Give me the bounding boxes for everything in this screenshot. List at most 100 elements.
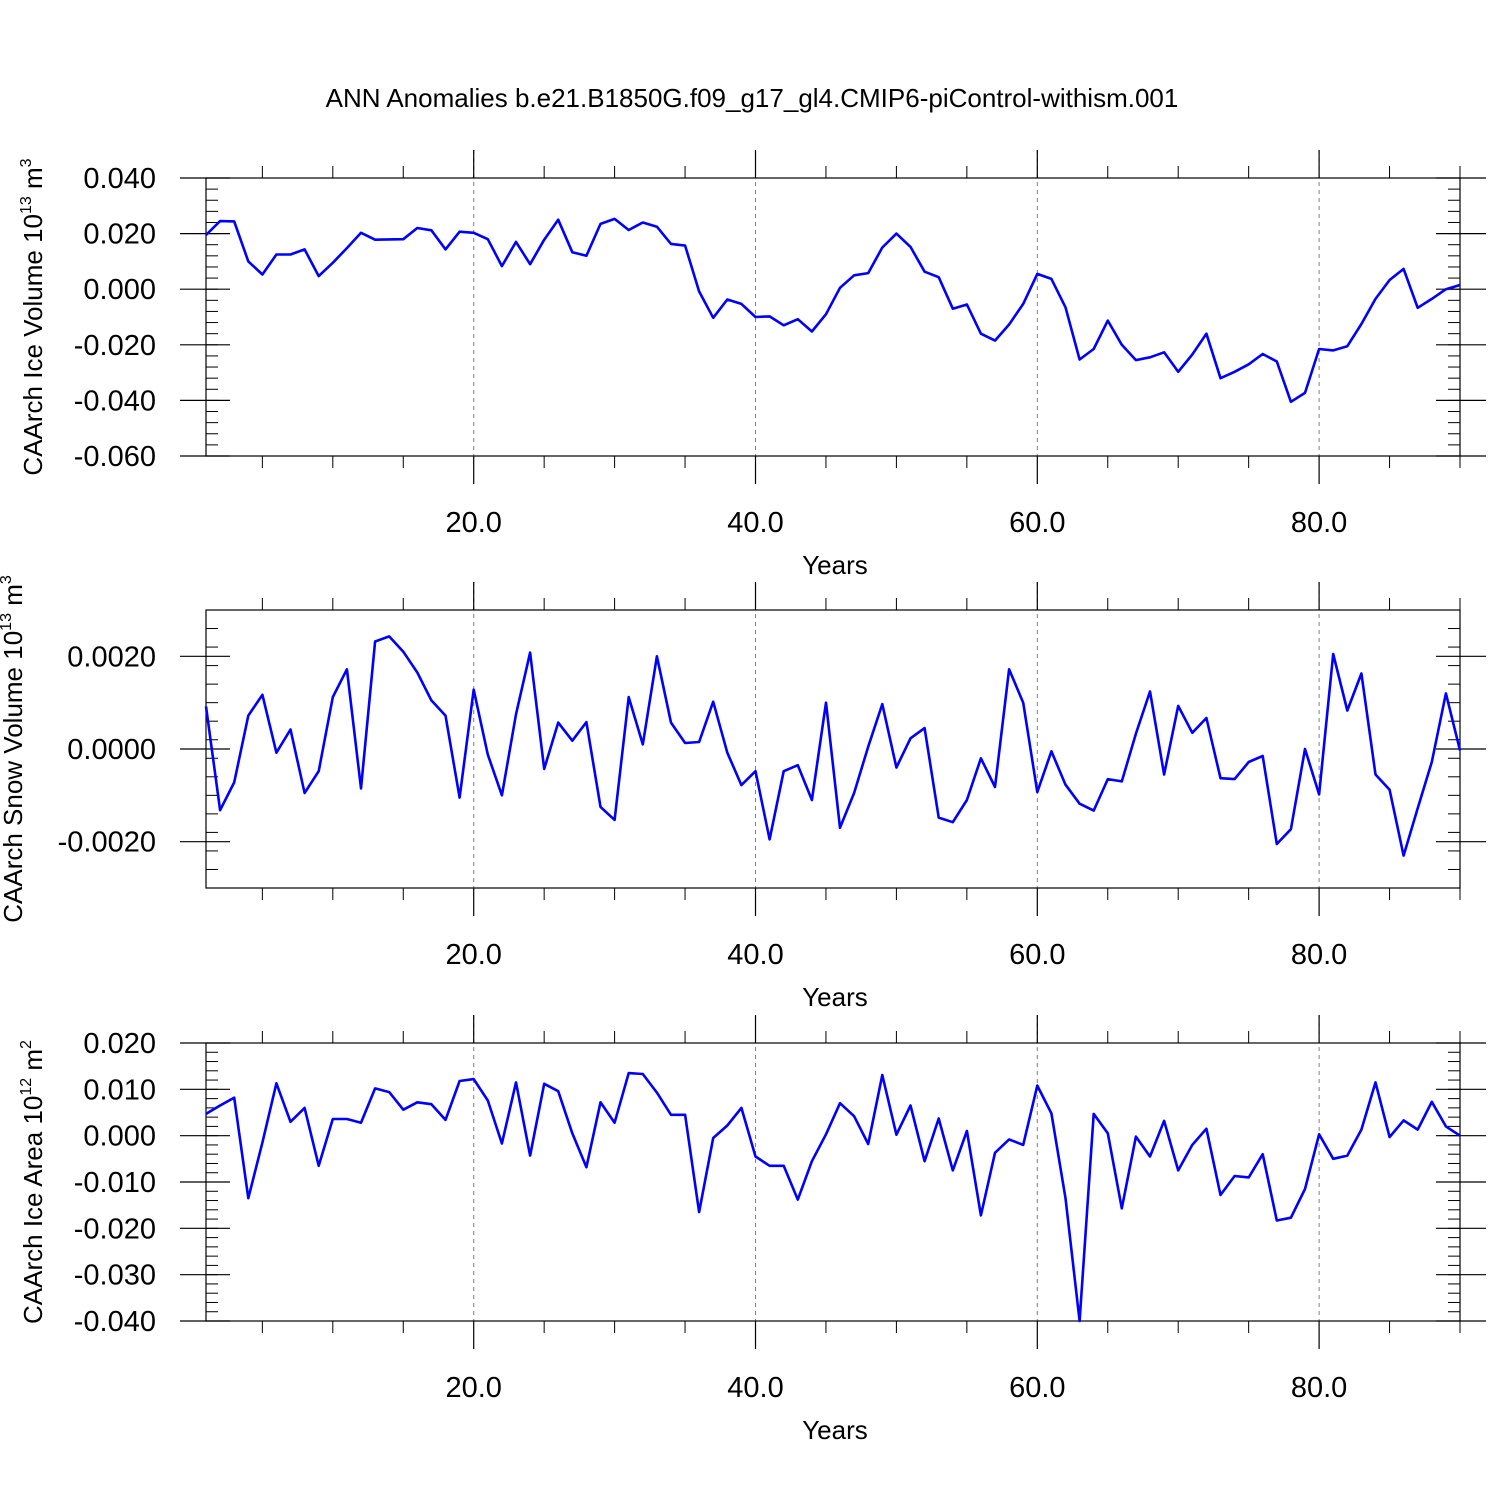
data-point: [811, 1160, 813, 1162]
data-point: [275, 752, 277, 754]
data-point: [994, 339, 996, 341]
data-point: [1135, 733, 1137, 735]
data-point: [1374, 1081, 1376, 1083]
data-point: [952, 308, 954, 310]
data-point: [360, 787, 362, 789]
data-point: [1431, 1101, 1433, 1103]
data-point: [1107, 319, 1109, 321]
data-point: [1121, 780, 1123, 782]
data-point: [1248, 761, 1250, 763]
data-point: [1135, 359, 1137, 361]
y-axis-title-superscript: 2: [18, 1040, 35, 1049]
data-point: [247, 714, 249, 716]
data-point: [1078, 1320, 1080, 1322]
data-point: [1191, 1144, 1193, 1146]
data-point: [1262, 1153, 1264, 1155]
data-point: [487, 1099, 489, 1101]
data-point: [515, 241, 517, 243]
data-point: [1459, 284, 1461, 286]
data-point: [458, 796, 460, 798]
data-point: [656, 226, 658, 228]
data-point: [1304, 1188, 1306, 1190]
data-point: [909, 737, 911, 739]
data-point: [205, 234, 207, 236]
data-point: [783, 1165, 785, 1167]
data-point: [1163, 351, 1165, 353]
data-point: [1064, 1197, 1066, 1199]
data-point: [303, 1107, 305, 1109]
y-tick-label: -0.0020: [58, 827, 156, 859]
y-tick-label: 0.020: [83, 1028, 156, 1060]
data-point: [571, 740, 573, 742]
data-point: [571, 251, 573, 253]
data-point: [1374, 298, 1376, 300]
data-point: [501, 794, 503, 796]
data-point: [811, 799, 813, 801]
data-point: [768, 838, 770, 840]
data-point: [1332, 653, 1334, 655]
data-point: [374, 640, 376, 642]
data-point: [895, 1134, 897, 1136]
data-point: [1050, 278, 1052, 280]
data-point: [712, 317, 714, 319]
data-point: [501, 1142, 503, 1144]
y-axis-title: CAArch Ice Area 1012 m2: [18, 1040, 48, 1324]
y-tick-label: -0.020: [74, 330, 156, 362]
data-point: [529, 651, 531, 653]
data-point: [219, 1104, 221, 1106]
data-point: [233, 220, 235, 222]
data-point: [1219, 1194, 1221, 1196]
data-point: [684, 244, 686, 246]
data-point: [881, 246, 883, 248]
data-point: [698, 741, 700, 743]
data-point: [1008, 323, 1010, 325]
data-point: [1177, 371, 1179, 373]
data-point: [416, 1101, 418, 1103]
series-line: [205, 1071, 1461, 1323]
data-point: [332, 696, 334, 698]
y-axis-title: CAArch Ice Volume 1013 m3: [18, 158, 48, 475]
data-point: [1332, 349, 1334, 351]
data-point: [1402, 268, 1404, 270]
data-point: [416, 227, 418, 229]
y-tick-label: 0.000: [83, 1121, 156, 1153]
plot-frame: [205, 177, 1461, 457]
data-point: [473, 232, 475, 234]
data-point: [923, 271, 925, 273]
data-point: [768, 1165, 770, 1167]
data-point: [1022, 702, 1024, 704]
y-tick-label: -0.010: [74, 1167, 156, 1199]
data-point: [261, 694, 263, 696]
data-point: [797, 318, 799, 320]
data-point: [797, 1198, 799, 1200]
data-point: [360, 232, 362, 234]
y-tick-label: -0.020: [74, 1213, 156, 1245]
data-point: [628, 1072, 630, 1074]
data-point: [938, 816, 940, 818]
y-axis-title-part: m: [0, 584, 28, 613]
data-point: [233, 1097, 235, 1099]
data-point: [839, 287, 841, 289]
data-point: [698, 1211, 700, 1213]
x-tick-label: 80.0: [1291, 1372, 1347, 1404]
data-point: [247, 1197, 249, 1199]
data-point: [388, 635, 390, 637]
x-axis-title: Years: [802, 1415, 868, 1445]
data-point: [825, 313, 827, 315]
data-point: [1205, 717, 1207, 719]
data-point: [909, 1104, 911, 1106]
x-tick-label: 80.0: [1291, 507, 1347, 539]
data-point: [1304, 748, 1306, 750]
data-point: [599, 223, 601, 225]
data-point: [1163, 773, 1165, 775]
data-point: [628, 229, 630, 231]
data-point: [909, 246, 911, 248]
data-point: [726, 752, 728, 754]
data-point: [698, 290, 700, 292]
data-point: [402, 651, 404, 653]
data-point: [853, 274, 855, 276]
data-point: [1346, 345, 1348, 347]
data-point: [825, 1133, 827, 1135]
y-axis-title-part: CAArch Ice Volume 10: [18, 214, 48, 476]
data-point: [303, 792, 305, 794]
